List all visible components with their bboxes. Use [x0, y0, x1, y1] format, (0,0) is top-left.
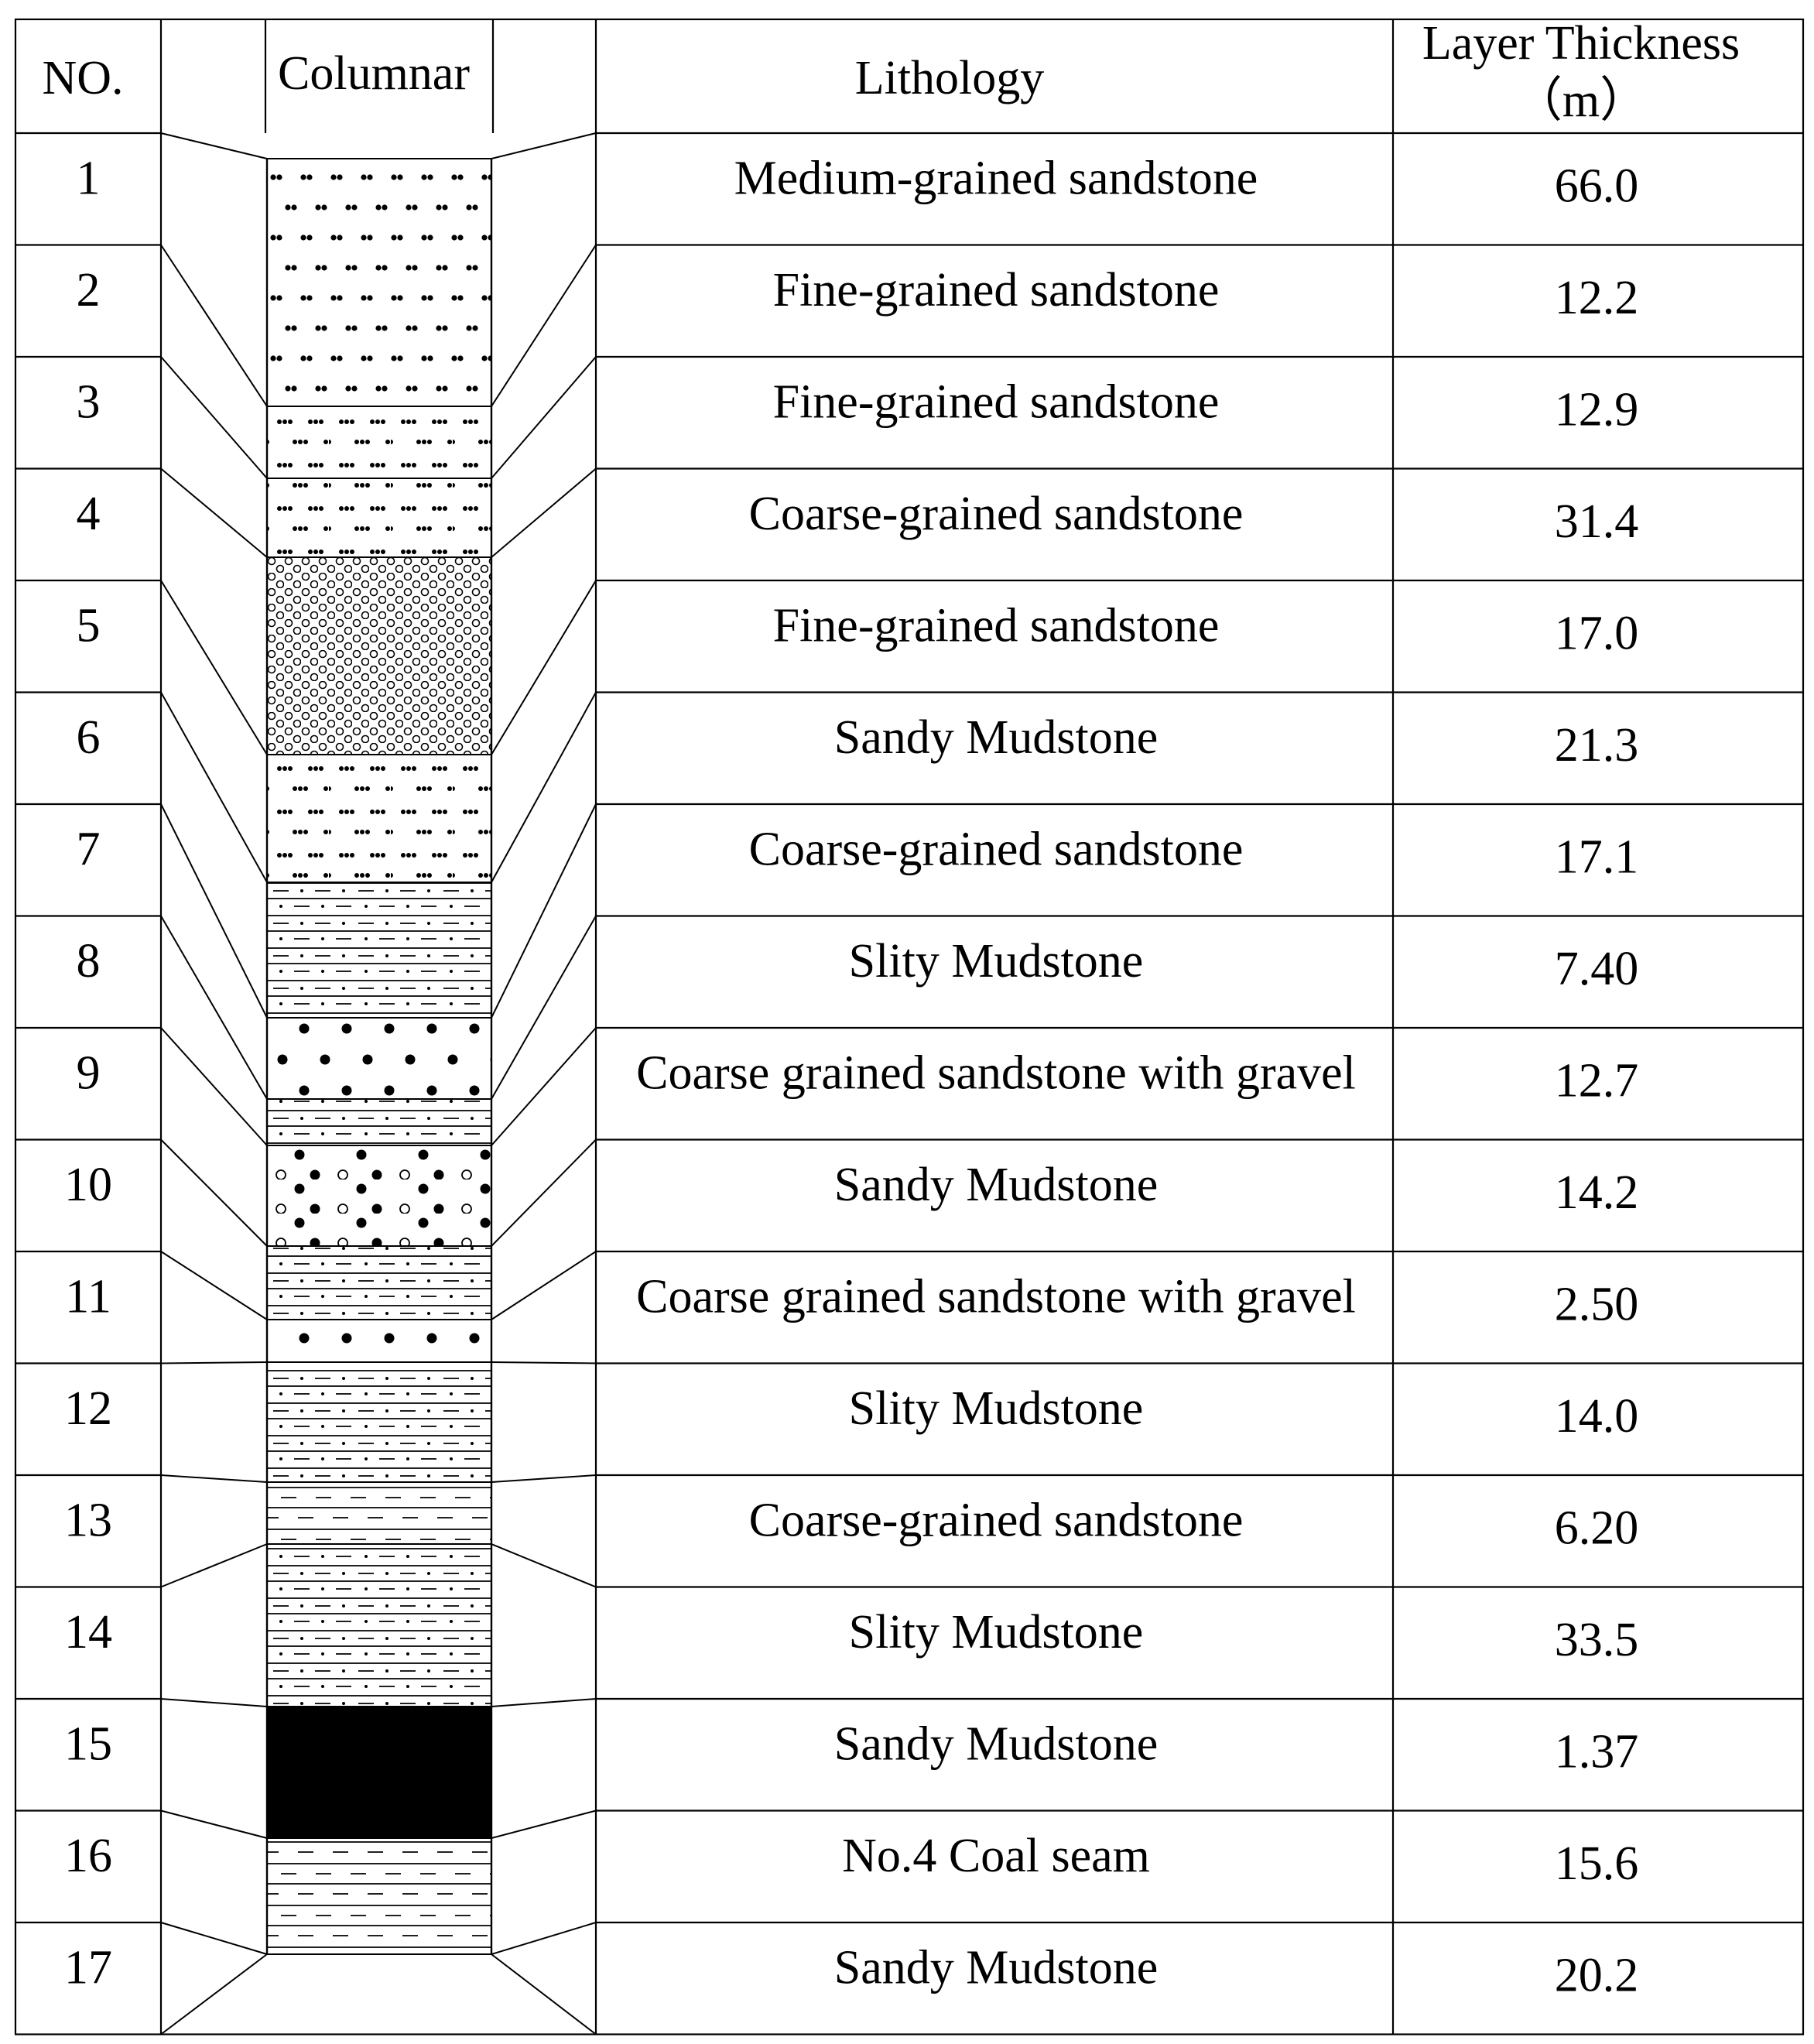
row-lithology: Sandy Mudstone [834, 1159, 1159, 1211]
stratum-gravel-sandstone [266, 1319, 492, 1363]
stratum-coal-seam [266, 1706, 492, 1839]
row-thickness: 12.9 [1555, 383, 1639, 436]
columnar-section [265, 158, 493, 1955]
row-thickness: 17.0 [1555, 607, 1639, 659]
row-number: 12 [64, 1382, 112, 1435]
row-lithology: Fine-grained sandstone [773, 599, 1220, 652]
header-columnar: Columnar [278, 47, 470, 100]
table-header: NO. Columnar Lithology Layer Thickness （… [42, 17, 1740, 127]
row-lithology: Medium-grained sandstone [734, 152, 1258, 204]
table-body: 1 Medium-grained sandstone 66.0 2 Fine-grain… [64, 152, 1638, 2001]
row-thickness: 7.40 [1555, 943, 1639, 995]
stratum-silty-mudstone [266, 1245, 492, 1320]
row-lithology: Coarse grained sandstone with gravel [636, 1046, 1356, 1099]
row-thickness: 21.3 [1555, 719, 1639, 772]
row-thickness: 1.37 [1555, 1725, 1639, 1778]
row-thickness: 12.2 [1555, 272, 1639, 324]
stratum-silty-mudstone [266, 1361, 492, 1483]
row-lithology: Slity Mudstone [849, 1382, 1144, 1435]
stratum-medium-sandstone [266, 158, 492, 407]
stratum-silty-mudstone [266, 882, 492, 1019]
header-lithology: Lithology [855, 52, 1045, 104]
row-number: 6 [77, 711, 101, 764]
row-thickness: 20.2 [1555, 1949, 1639, 2001]
row-lithology: Slity Mudstone [849, 1606, 1144, 1659]
stratum-silty-mudstone [266, 1543, 492, 1707]
row-thickness: 12.7 [1555, 1054, 1639, 1107]
row-thickness: 17.1 [1555, 830, 1639, 883]
table-grid [14, 18, 1805, 2035]
row-thickness: 33.5 [1555, 1614, 1639, 1666]
row-lithology: Fine-grained sandstone [773, 375, 1220, 428]
row-number: 2 [77, 264, 101, 317]
row-number: 16 [64, 1830, 112, 1882]
stratum-sandy-mudstone [266, 1837, 492, 1955]
row-thickness: 66.0 [1555, 159, 1639, 212]
row-lithology: Slity Mudstone [849, 935, 1144, 988]
row-lithology: Coarse-grained sandstone [749, 1494, 1244, 1546]
row-number: 4 [77, 488, 101, 540]
stratum-gravel-sandstone [266, 1145, 492, 1247]
row-number: 9 [77, 1046, 101, 1099]
header-no: NO. [42, 52, 123, 104]
stratum-sandy-mudstone [266, 1481, 492, 1545]
header-thickness-unit: （m） [1515, 74, 1648, 127]
stratum-fine-sandstone [266, 754, 492, 883]
stratum-fine-sandstone [266, 478, 492, 558]
row-lithology: Coarse-grained sandstone [749, 823, 1244, 875]
stratum-silty-mudstone [266, 1098, 492, 1146]
stratum-coarse-sandstone [266, 556, 492, 755]
row-lithology: Coarse grained sandstone with gravel [636, 1270, 1356, 1323]
row-number: 17 [64, 1941, 112, 1994]
header-thickness: Layer Thickness [1422, 17, 1740, 70]
row-number: 14 [64, 1606, 112, 1659]
row-number: 11 [65, 1270, 111, 1323]
row-number: 8 [77, 935, 101, 988]
row-number: 15 [64, 1717, 112, 1770]
stratum-gravel-sandstone [266, 1017, 492, 1100]
row-number: 5 [77, 599, 101, 652]
row-lithology: Sandy Mudstone [834, 1717, 1159, 1770]
row-number: 10 [64, 1159, 112, 1211]
row-lithology: Coarse-grained sandstone [749, 488, 1244, 540]
row-lithology: No.4 Coal seam [842, 1830, 1150, 1882]
row-lithology: Sandy Mudstone [834, 1941, 1159, 1994]
row-number: 7 [77, 823, 101, 875]
row-number: 13 [64, 1494, 112, 1546]
row-lithology: Fine-grained sandstone [773, 264, 1220, 317]
row-thickness: 15.6 [1555, 1837, 1639, 1890]
row-number: 1 [77, 152, 101, 204]
row-thickness: 31.4 [1555, 495, 1639, 548]
row-number: 3 [77, 375, 101, 428]
connector-lines [160, 132, 597, 2035]
row-lithology: Sandy Mudstone [834, 711, 1159, 764]
stratum-fine-sandstone [266, 406, 492, 479]
row-thickness: 2.50 [1555, 1278, 1639, 1330]
row-thickness: 6.20 [1555, 1501, 1639, 1554]
row-thickness: 14.2 [1555, 1166, 1639, 1219]
row-thickness: 14.0 [1555, 1390, 1639, 1443]
